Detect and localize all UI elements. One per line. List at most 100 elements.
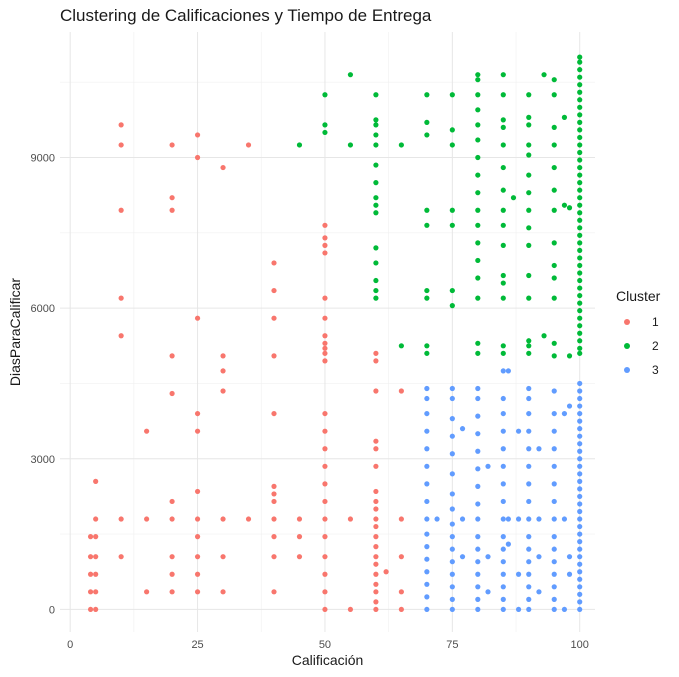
data-point-cluster-2: [526, 225, 532, 231]
data-point-cluster-3: [424, 556, 430, 562]
data-point-cluster-3: [577, 441, 583, 447]
data-point-cluster-1: [373, 534, 379, 540]
data-point-cluster-1: [347, 516, 354, 522]
data-point-cluster-3: [449, 451, 455, 457]
data-point-cluster-3: [551, 534, 557, 540]
data-point-cluster-3: [424, 428, 430, 434]
data-point-cluster-2: [551, 340, 557, 346]
data-point-cluster-2: [526, 142, 532, 148]
data-point-cluster-2: [577, 59, 583, 65]
data-point-cluster-1: [271, 516, 277, 522]
data-point-cluster-3: [526, 385, 532, 392]
data-point-cluster-2: [373, 277, 379, 284]
data-point-cluster-1: [93, 606, 99, 613]
data-point-cluster-2: [526, 172, 532, 178]
data-point-cluster-1: [322, 333, 328, 339]
data-point-cluster-2: [577, 270, 583, 276]
data-point-cluster-1: [322, 516, 328, 522]
data-point-cluster-1: [118, 295, 124, 301]
data-point-cluster-2: [526, 92, 532, 98]
data-point-cluster-2: [424, 132, 430, 138]
data-point-cluster-2: [500, 124, 506, 130]
data-point-cluster-2: [424, 287, 430, 294]
data-point-cluster-2: [475, 350, 481, 356]
data-point-cluster-3: [485, 554, 491, 560]
data-point-cluster-3: [475, 395, 481, 402]
data-point-cluster-2: [475, 172, 481, 178]
data-point-cluster-2: [561, 114, 568, 120]
data-point-cluster-3: [475, 413, 481, 419]
data-point-cluster-3: [500, 463, 506, 469]
data-point-cluster-1: [118, 554, 124, 560]
data-point-cluster-2: [449, 92, 455, 98]
data-point-cluster-3: [475, 483, 481, 489]
data-point-cluster-3: [424, 581, 430, 587]
data-point-cluster-1: [271, 554, 277, 560]
data-point-cluster-1: [220, 516, 226, 522]
data-point-cluster-1: [271, 353, 277, 359]
data-point-cluster-2: [373, 245, 379, 251]
data-point-cluster-1: [194, 154, 201, 161]
data-point-cluster-3: [536, 554, 542, 560]
data-point-cluster-3: [577, 403, 583, 409]
data-point-cluster-3: [577, 554, 583, 560]
axis-ticks: 0 25 50 75 100 0 3000 6000 9000: [31, 153, 589, 651]
data-point-cluster-1: [271, 410, 277, 417]
data-point-cluster-3: [449, 395, 455, 402]
data-point-cluster-1: [245, 142, 252, 148]
data-point-cluster-2: [500, 207, 506, 213]
data-point-cluster-3: [526, 606, 532, 613]
data-point-cluster-1: [93, 516, 99, 522]
data-point-cluster-1: [373, 599, 379, 605]
data-point-cluster-3: [500, 596, 506, 602]
data-point-cluster-1: [322, 350, 328, 356]
data-point-cluster-1: [322, 222, 328, 228]
data-point-cluster-2: [577, 210, 583, 216]
data-point-cluster-3: [434, 516, 440, 522]
data-point-cluster-3: [526, 516, 532, 522]
data-point-cluster-3: [551, 428, 557, 434]
data-point-cluster-3: [449, 385, 455, 392]
data-point-cluster-3: [577, 539, 583, 545]
data-point-cluster-2: [500, 117, 506, 123]
data-point-cluster-1: [118, 516, 124, 522]
data-point-cluster-2: [541, 333, 547, 339]
data-point-cluster-2: [475, 154, 481, 161]
data-point-cluster-1: [373, 388, 379, 394]
data-point-cluster-2: [561, 202, 568, 208]
data-point-cluster-3: [475, 385, 481, 392]
data-point-cluster-2: [577, 74, 583, 80]
data-point-cluster-1: [87, 571, 94, 577]
data-point-cluster-1: [93, 554, 99, 560]
data-point-cluster-3: [577, 471, 583, 477]
data-point-cluster-3: [551, 606, 557, 613]
data-point-cluster-3: [526, 546, 532, 552]
data-point-cluster-1: [118, 122, 124, 128]
y-tick-label: 0: [49, 604, 55, 616]
data-point-cluster-3: [424, 410, 430, 417]
data-point-cluster-1: [322, 446, 328, 452]
data-point-cluster-3: [449, 606, 455, 613]
data-point-cluster-2: [577, 149, 583, 156]
data-point-cluster-2: [551, 92, 557, 98]
data-point-cluster-3: [526, 395, 532, 402]
data-point-cluster-3: [526, 481, 532, 487]
data-point-cluster-3: [551, 410, 557, 417]
data-point-cluster-3: [475, 606, 481, 613]
data-point-cluster-3: [475, 534, 481, 540]
data-point-cluster-3: [475, 596, 481, 602]
data-point-cluster-3: [500, 498, 506, 505]
data-point-cluster-2: [449, 222, 455, 228]
data-point-cluster-1: [220, 554, 226, 560]
data-point-cluster-1: [87, 589, 94, 595]
data-point-cluster-2: [566, 205, 573, 211]
data-point-cluster-3: [505, 368, 511, 374]
data-point-cluster-2: [577, 157, 583, 163]
data-point-cluster-2: [526, 190, 532, 196]
data-point-cluster-3: [475, 431, 481, 437]
data-point-cluster-1: [93, 571, 99, 577]
data-point-cluster-1: [373, 554, 379, 560]
data-point-cluster-2: [526, 122, 532, 128]
data-point-cluster-2: [373, 117, 379, 123]
data-point-cluster-2: [577, 195, 583, 201]
